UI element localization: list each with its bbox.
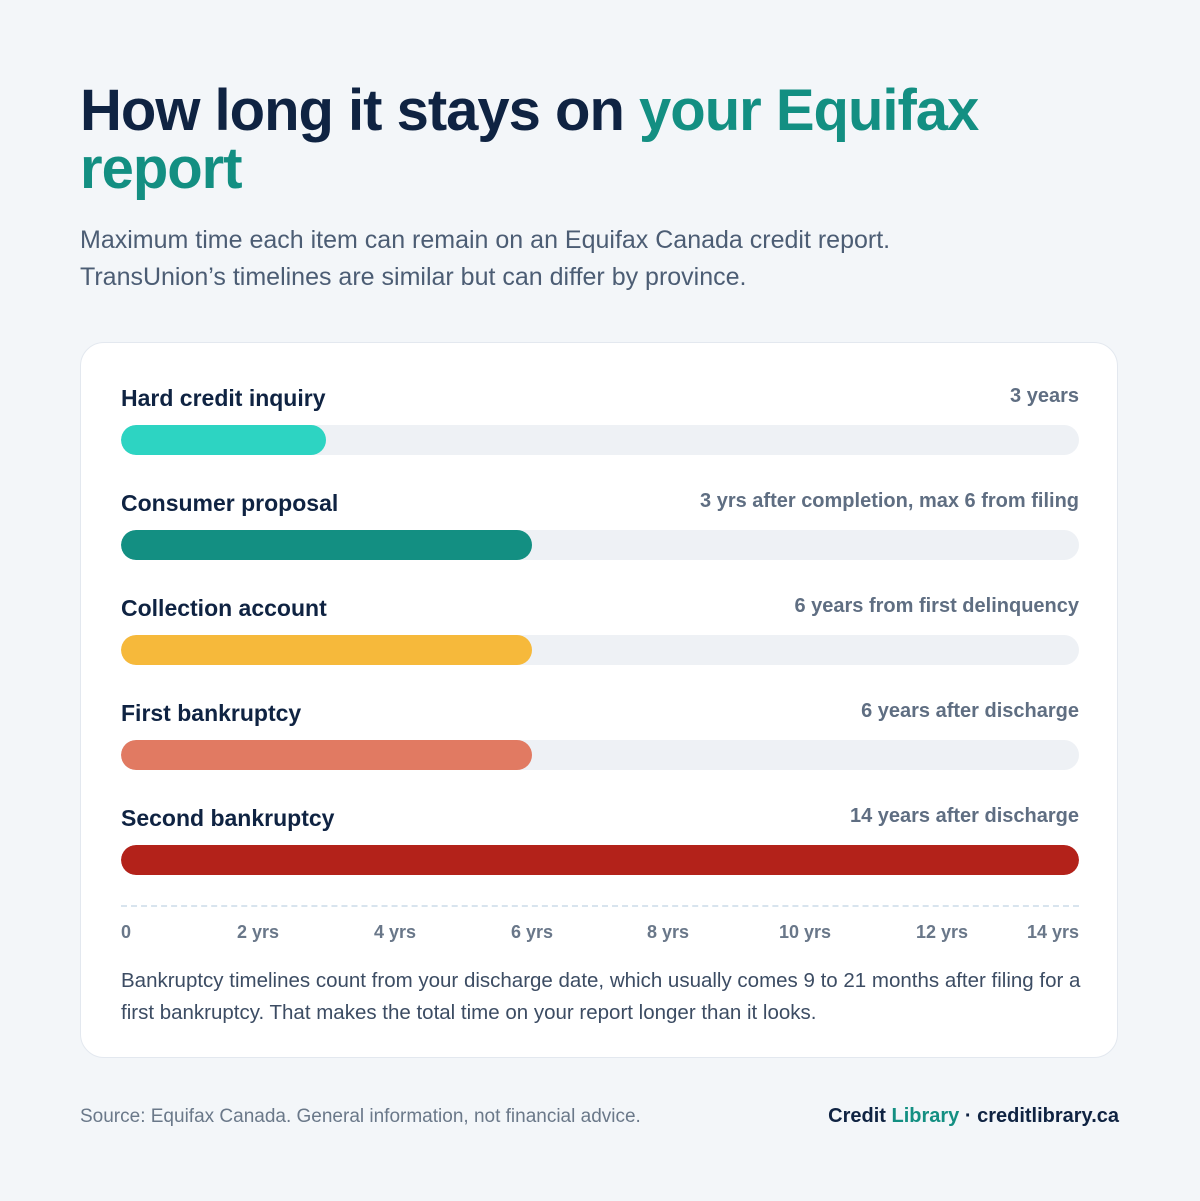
bar-value-label: 6 years from first delinquency: [794, 595, 1079, 617]
bar-row: First bankruptcy 6 years after discharge: [121, 699, 1079, 779]
x-tick-label: 10 yrs: [779, 922, 832, 942]
bar-row: Consumer proposal 3 yrs after completion,…: [121, 489, 1079, 569]
x-axis-ticks: 0 2 yrs 4 yrs 6 yrs 8 yrs 10 yrs 12 yrs 14 yrs: [121, 921, 1079, 945]
x-tick-label: 4 yrs: [374, 922, 417, 942]
bar-value-label: 14 years after discharge: [849, 805, 1079, 827]
bar: [121, 530, 532, 560]
title-text: How long it stays on: [80, 78, 640, 143]
page-title: How long it stays on your Equifax report: [80, 82, 1120, 198]
bar-track: [121, 530, 1079, 560]
x-tick-label: 14 yrs: [1027, 922, 1080, 942]
bar: [121, 740, 532, 770]
footnote: Bankruptcy timelines count from your dis…: [121, 969, 1081, 1024]
x-tick-label: 8 yrs: [647, 922, 690, 942]
brand-credit-library: Credit Library · creditlibrary.ca: [828, 1105, 1119, 1128]
bar: [121, 425, 326, 455]
x-tick-label: 2 yrs: [237, 922, 280, 942]
bar-value-label: 3 years: [1010, 385, 1079, 407]
bar-row: Collection account 6 years from first del…: [121, 594, 1079, 674]
bar-label: Hard credit inquiry: [121, 385, 326, 411]
brand-credit: Credit: [828, 1105, 886, 1127]
bar-label: Collection account: [121, 595, 327, 621]
source-note: Source: Equifax Canada. General informat…: [80, 1106, 641, 1127]
brand-site: · creditlibrary.ca: [959, 1105, 1119, 1127]
bar-label: Consumer proposal: [121, 490, 339, 516]
subtitle: Maximum time each item can remain on an …: [80, 222, 1120, 296]
x-axis-line: [121, 905, 1079, 907]
title-accent-text: your Equifax report: [80, 78, 979, 201]
brand-library: Library: [891, 1105, 960, 1127]
bar-track: [121, 425, 1079, 455]
bar-track: [121, 635, 1079, 665]
bar-value-label: 3 yrs after completion, max 6 from filin…: [700, 490, 1079, 512]
bar-row: Hard credit inquiry 3 years: [121, 384, 1079, 464]
subtitle-line-2: TransUnion’s timelines are similar but c…: [80, 263, 747, 291]
bar-value-label: 6 years after discharge: [861, 700, 1079, 722]
x-tick-label: 0: [121, 922, 132, 942]
bar: [121, 845, 1079, 875]
chart-card: Hard credit inquiry 3 years Consumer propo…: [80, 342, 1118, 1058]
bar-row: Second bankruptcy 14 years after discharg…: [121, 804, 1079, 884]
bar: [121, 635, 532, 665]
x-tick-label: 12 yrs: [916, 922, 969, 942]
bar-label: First bankruptcy: [121, 700, 302, 726]
x-tick-label: 6 yrs: [511, 922, 554, 942]
bar-label: Second bankruptcy: [121, 805, 335, 831]
subtitle-line-1: Maximum time each item can remain on an …: [80, 226, 891, 254]
bar-track: [121, 740, 1079, 770]
bar-chart: Hard credit inquiry 3 years Consumer propo…: [121, 343, 1079, 903]
bar-track: [121, 845, 1079, 875]
